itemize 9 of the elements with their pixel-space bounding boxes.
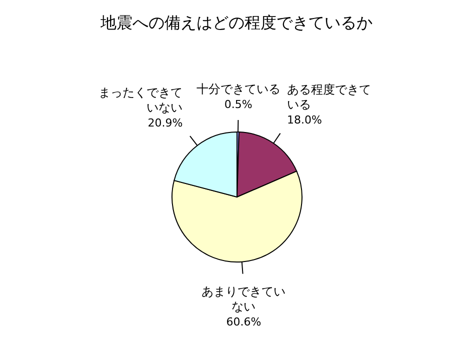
- slice-label: まったくできていない: [98, 86, 183, 115]
- data-label: 18.0%: [287, 113, 322, 126]
- slice-label: 十分できている: [196, 82, 280, 96]
- chart-title: 地震への備えはどの程度できているか: [100, 13, 372, 32]
- slice-label: あまりできていない: [202, 284, 286, 314]
- data-label: 20.9%: [148, 116, 183, 130]
- data-label: 0.5%: [224, 98, 252, 112]
- slice-label: ある程度できている: [287, 82, 372, 112]
- data-label: 60.6%: [226, 316, 262, 329]
